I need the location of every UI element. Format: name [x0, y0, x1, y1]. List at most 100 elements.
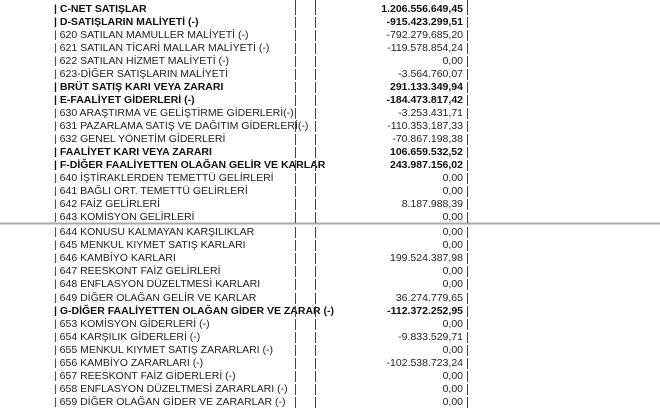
column-divider — [295, 371, 296, 383]
column-divider — [467, 344, 468, 356]
account-value: -112.372.252,95 — [387, 304, 463, 317]
column-divider — [295, 69, 296, 80]
account-label: | 641 BAĞLI ORT. TEMETTÜ GELİRLERİ — [54, 185, 248, 197]
account-label: | 654 KARŞILIK GİDERLERİ (-) — [54, 330, 201, 343]
column-divider — [467, 108, 468, 119]
column-divider — [467, 82, 468, 93]
column-divider — [467, 121, 468, 132]
table-row: | 659 DİĞER OLAĞAN GİDER VE ZARARLAR (-)… — [0, 396, 660, 409]
account-value: 0,00 — [442, 239, 463, 252]
column-divider — [295, 95, 296, 106]
column-divider — [467, 292, 468, 304]
account-value: -3.564.760,07 — [398, 68, 463, 80]
table-row: | 647 REESKONT FAİZ GELİRLERİ 0,00 — [0, 265, 660, 278]
column-divider — [467, 95, 468, 106]
account-value: 0,00 — [442, 265, 463, 278]
column-divider — [467, 331, 468, 343]
column-divider — [295, 227, 296, 238]
account-value: -110.353.187,33 — [387, 120, 463, 132]
account-label: | FAALİYET KARI VEYA ZARARI — [54, 146, 212, 158]
account-value: 0,00 — [442, 55, 463, 67]
column-divider — [467, 199, 468, 210]
column-divider — [295, 384, 296, 396]
column-divider — [467, 279, 468, 291]
column-divider — [315, 186, 316, 197]
column-divider — [467, 305, 468, 317]
account-value: 0,00 — [442, 370, 463, 383]
column-divider — [295, 56, 296, 67]
column-divider — [315, 69, 316, 80]
table-row: | E-FAALİYET GİDERLERİ (-) -184.473.817,… — [0, 94, 660, 107]
column-divider — [315, 160, 316, 171]
account-label: | 659 DİĞER OLAĞAN GİDER VE ZARARLAR (-) — [54, 396, 286, 409]
column-divider — [315, 212, 316, 223]
table-row: | 632 GENEL YÖNETİM GİDERLERİ -70.867.19… — [0, 133, 660, 146]
table-row: | C-NET SATIŞLAR 1.206.556.649,45 — [0, 3, 660, 16]
account-label: | C-NET SATIŞLAR — [54, 3, 147, 15]
table-row: | 630 ARAŞTIRMA VE GELİŞTİRME GİDERLERİ(… — [0, 107, 660, 120]
account-label: | 646 KAMBİYO KARLARI — [54, 252, 176, 265]
column-divider — [467, 397, 468, 409]
column-divider — [467, 212, 468, 223]
column-divider — [295, 134, 296, 145]
table-row: | 655 MENKUL KIYMET SATIŞ ZARARLARI (-) … — [0, 344, 660, 357]
table-row: | F-DİĞER FAALİYETTEN OLAĞAN GELİR VE KA… — [0, 159, 660, 172]
column-divider — [295, 173, 296, 184]
account-value: 0,00 — [442, 172, 463, 184]
column-divider — [295, 344, 296, 356]
column-divider — [295, 186, 296, 197]
account-label: | 623-DİĞER SATIŞLARIN MALİYETİ — [54, 68, 229, 80]
column-divider — [315, 82, 316, 93]
account-value: 0,00 — [442, 278, 463, 291]
table-row: | BRÜT SATIŞ KARI VEYA ZARARI 291.133.34… — [0, 81, 660, 94]
column-divider — [315, 121, 316, 132]
account-label: | 649 DİĞER OLAĞAN GELİR VE KARLAR — [54, 291, 257, 304]
column-divider — [295, 0, 296, 5]
column-divider — [295, 17, 296, 28]
account-value: -184.473.817,42 — [386, 94, 463, 106]
clipped-row — [0, 0, 660, 6]
column-divider — [295, 82, 296, 93]
table-row: | 623-DİĞER SATIŞLARIN MALİYETİ -3.564.7… — [0, 68, 660, 81]
column-divider — [295, 147, 296, 158]
column-divider — [295, 305, 296, 317]
account-label: | 630 ARAŞTIRMA VE GELİŞTİRME GİDERLERİ(… — [54, 107, 294, 119]
column-divider — [315, 240, 316, 252]
account-label: | 648 ENFLASYON DÜZELTMESİ KARLARI — [54, 278, 261, 291]
account-label: | 632 GENEL YÖNETİM GİDERLERİ — [54, 133, 226, 145]
column-divider — [467, 253, 468, 265]
column-divider — [295, 331, 296, 343]
column-divider — [315, 266, 316, 278]
column-divider — [315, 358, 316, 369]
column-divider — [315, 0, 316, 5]
account-value: -3.253.431,71 — [398, 107, 463, 119]
account-label: | F-DİĞER FAALİYETTEN OLAĞAN GELİR VE KA… — [54, 159, 326, 171]
table-row: | 654 KARŞILIK GİDERLERİ (-) -9.833.529,… — [0, 331, 660, 344]
column-divider — [315, 384, 316, 396]
column-divider — [315, 30, 316, 41]
column-divider — [295, 160, 296, 171]
account-label: | 653 KOMİSYON GİDERLERİ (-) — [54, 317, 210, 330]
column-divider — [295, 212, 296, 223]
table-row: | 643 KOMİSYON GELİRLERİ 0,00 — [0, 211, 660, 224]
account-value: 36.274.779,65 — [395, 291, 463, 304]
column-divider — [467, 266, 468, 278]
table-row: | 621 SATILAN TİCARİ MALLAR MALİYETİ (-)… — [0, 42, 660, 55]
table-row: | G-DİĞER FAALİYETTEN OLAĞAN GİDER VE ZA… — [0, 305, 660, 318]
column-divider — [315, 344, 316, 356]
column-divider — [295, 108, 296, 119]
column-divider — [315, 147, 316, 158]
account-label: | 642 FAİZ GELİRLERİ — [54, 198, 161, 210]
column-divider — [295, 358, 296, 369]
column-divider — [467, 186, 468, 197]
table-row: | D-SATIŞLARIN MALİYETİ (-) -915.423.299… — [0, 16, 660, 29]
account-value: 0,00 — [442, 317, 463, 330]
column-divider — [315, 108, 316, 119]
column-divider — [315, 253, 316, 265]
column-divider — [315, 371, 316, 383]
column-divider — [315, 134, 316, 145]
table-row: | 620 SATILAN MAMULLER MALİYETİ (-) -792… — [0, 29, 660, 42]
table-row: | 657 REESKONT FAİZ GİDERLERİ (-) 0,00 — [0, 370, 660, 383]
column-divider — [295, 240, 296, 252]
column-divider — [295, 4, 296, 15]
